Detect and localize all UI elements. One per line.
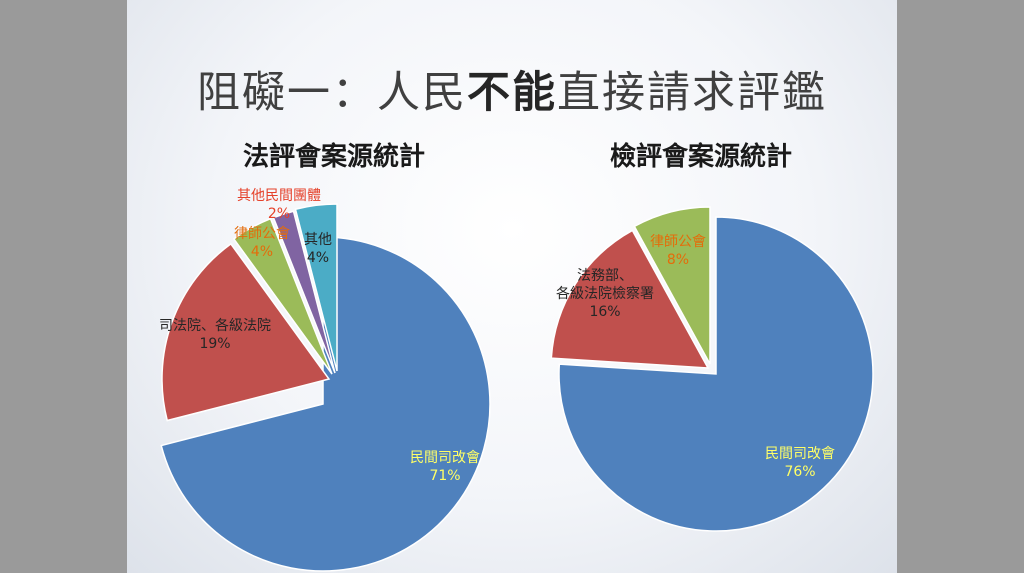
slice-name: 其他 bbox=[304, 232, 332, 248]
pie-slice-0 bbox=[160, 236, 491, 572]
slice-percent: 76% bbox=[784, 464, 815, 480]
pie-slice-1 bbox=[161, 242, 331, 422]
slice-percent: 71% bbox=[429, 468, 460, 484]
slice-name: 其他民間團體 bbox=[237, 188, 321, 204]
slice-name: 司法院、各級法院 bbox=[159, 318, 271, 334]
slice-label-1: 司法院、各級法院 19% bbox=[159, 318, 271, 352]
slice-name: 各級法院檢察署 bbox=[556, 285, 654, 302]
pie-slice-4 bbox=[294, 203, 338, 372]
slice-label-2: 律師公會 8% bbox=[650, 234, 706, 268]
slice-percent: 4% bbox=[251, 244, 273, 260]
pie-slice-1 bbox=[550, 229, 710, 369]
pie-slice-0 bbox=[558, 216, 874, 532]
slice-name: 民間司改會 bbox=[765, 446, 835, 462]
slice-label-1: 法務部、各級法院檢察署 16% bbox=[556, 268, 654, 320]
slice-name: 律師公會 bbox=[650, 234, 706, 250]
title-part-2: 直接請求評鑑 bbox=[557, 68, 827, 118]
pie-slice-3 bbox=[272, 210, 336, 374]
pie-slice-2 bbox=[633, 206, 711, 365]
slice-label-0: 民間司改會 76% bbox=[765, 446, 835, 480]
slice-percent: 2% bbox=[268, 206, 290, 222]
slide-title: 阻礙一：人民不能直接請求評鑑 bbox=[127, 58, 897, 120]
slice-label-0: 民間司改會 71% bbox=[410, 450, 480, 484]
pie-right bbox=[550, 206, 874, 532]
slice-label-3: 其他民間團體 2% bbox=[237, 188, 321, 222]
slice-name: 民間司改會 bbox=[410, 450, 480, 466]
chart-title-left: 法評會案源統計 bbox=[243, 142, 426, 172]
slice-label-4: 其他 4% bbox=[304, 232, 332, 266]
title-part-1: 阻礙一：人民 bbox=[197, 68, 467, 118]
slice-percent: 19% bbox=[199, 336, 230, 352]
slice-percent: 4% bbox=[307, 250, 329, 266]
slice-name: 律師公會 bbox=[234, 226, 290, 242]
slice-name: 法務部、 bbox=[577, 268, 633, 284]
slice-percent: 8% bbox=[667, 252, 689, 268]
slice-percent: 16% bbox=[589, 304, 620, 320]
slice-label-2: 律師公會 4% bbox=[234, 226, 290, 260]
pie-slice-2 bbox=[232, 217, 333, 375]
chart-title-right: 檢評會案源統計 bbox=[610, 142, 793, 172]
title-emphasis: 不能 bbox=[467, 68, 557, 118]
pie-left bbox=[160, 203, 491, 572]
